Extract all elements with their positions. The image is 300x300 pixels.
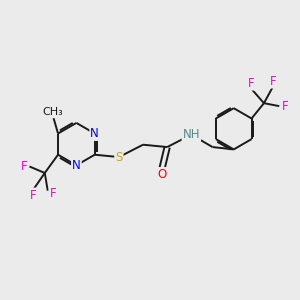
Text: F: F <box>50 187 56 200</box>
Text: F: F <box>248 77 255 90</box>
Text: O: O <box>157 168 167 181</box>
Text: F: F <box>30 188 37 202</box>
Text: N: N <box>90 127 99 140</box>
Text: F: F <box>269 75 276 88</box>
Text: NH: NH <box>183 128 200 141</box>
Text: S: S <box>115 151 123 164</box>
Text: CH₃: CH₃ <box>42 107 63 117</box>
Text: F: F <box>282 100 289 112</box>
Text: N: N <box>72 159 81 172</box>
Text: F: F <box>21 160 28 173</box>
